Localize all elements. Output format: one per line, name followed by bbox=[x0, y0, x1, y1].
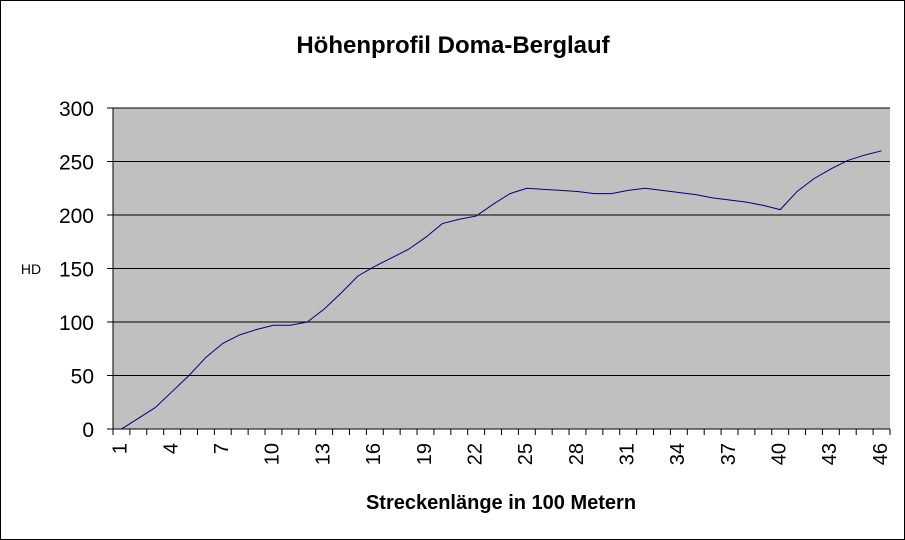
y-tick-label: 250 bbox=[59, 152, 94, 175]
x-tick-label: 10 bbox=[262, 443, 284, 465]
y-tick-labels: 0 50 100 150 200 250 300 bbox=[59, 98, 94, 442]
x-tick-label: 34 bbox=[667, 443, 689, 465]
x-tick-label: 16 bbox=[363, 443, 385, 465]
y-axis-label: HD bbox=[21, 261, 41, 277]
x-tick-label: 31 bbox=[616, 443, 638, 465]
y-tick-label: 0 bbox=[82, 419, 94, 442]
x-tick-label: 4 bbox=[160, 443, 182, 454]
x-axis-label: Streckenlänge in 100 Metern bbox=[366, 492, 636, 514]
x-tick-label: 46 bbox=[870, 443, 892, 465]
x-tick-label: 1 bbox=[110, 443, 132, 454]
x-tick-label: 28 bbox=[566, 443, 588, 465]
series-line bbox=[121, 150, 882, 430]
y-tick-label: 300 bbox=[59, 98, 94, 121]
y-tick-label: 100 bbox=[59, 312, 94, 335]
x-tick-label: 25 bbox=[515, 443, 537, 465]
x-tick-label: 43 bbox=[819, 443, 841, 465]
x-tick-label: 13 bbox=[312, 443, 334, 465]
x-tick-label: 7 bbox=[211, 443, 233, 454]
x-tick-label: 22 bbox=[464, 443, 486, 465]
gridlines bbox=[107, 107, 890, 430]
y-tick-label: 200 bbox=[59, 205, 94, 228]
x-tick-label: 37 bbox=[718, 443, 740, 465]
y-tick-label: 150 bbox=[59, 259, 94, 282]
x-tick-label: 40 bbox=[768, 443, 790, 465]
chart-title: Höhenprofil Doma-Berglauf bbox=[296, 32, 610, 59]
x-tick-label: 19 bbox=[414, 443, 436, 465]
x-tick-labels: 1 4 7 10 13 16 19 22 25 28 31 34 37 40 43 46 bbox=[110, 443, 892, 465]
y-tick-label: 50 bbox=[71, 366, 94, 389]
x-tick-marks bbox=[112, 429, 891, 435]
